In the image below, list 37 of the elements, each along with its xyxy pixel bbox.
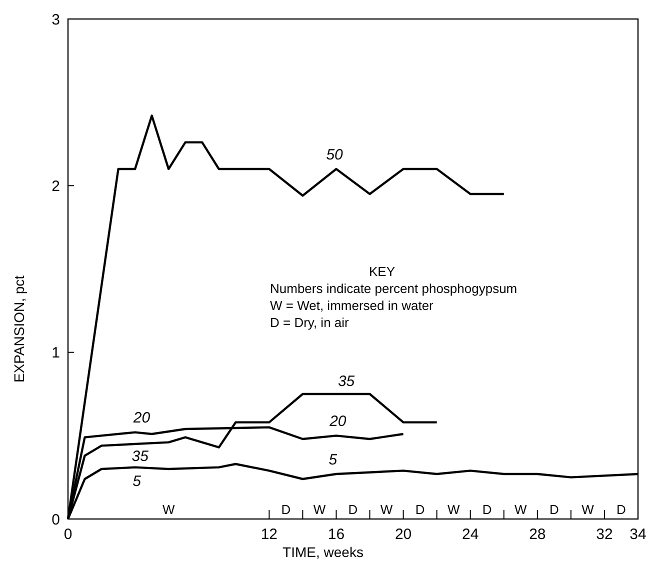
annotation: W (582, 502, 595, 517)
annotation: W (447, 502, 460, 517)
annotation: D (415, 502, 425, 517)
y-tick-label: 0 (52, 511, 60, 528)
text: 20 (330, 412, 346, 430)
annotation: W (313, 502, 326, 517)
series-label: 50 (326, 146, 344, 164)
y-axis-title: EXPANSION, pct (11, 275, 27, 383)
series-label: 35 (132, 448, 150, 465)
text: 35 (338, 372, 355, 390)
x-tick-label: 16 (328, 526, 345, 543)
y-tick-label: 1 (52, 344, 60, 362)
annotation: D = Dry, in air (270, 315, 350, 330)
annotation: KEY (368, 264, 396, 279)
annotation: D (348, 502, 358, 517)
x-axis-title: TIME, weeks (282, 544, 364, 560)
annotation: D (281, 502, 291, 517)
annotation: W (380, 502, 394, 517)
x-tick-label: 20 (394, 526, 412, 543)
annotation: W (514, 502, 528, 517)
text: 5 (328, 451, 338, 468)
series-label: 5 (132, 472, 142, 490)
annotation: D (482, 502, 492, 517)
x-tick-label: 24 (462, 526, 479, 543)
series-label: 20 (132, 410, 151, 427)
x-tick-label: 12 (260, 526, 278, 543)
annotation: D (549, 502, 559, 517)
x-tick-label: 32 (596, 526, 613, 543)
y-tick-label: 2 (52, 178, 60, 195)
y-tick-label: 3 (52, 11, 60, 28)
annotation: Numbers indicate percent phosphogypsum (270, 281, 518, 296)
annotation: D (616, 502, 626, 517)
annotation: W = Wet, immersed in water (270, 298, 434, 313)
x-tick-label: 28 (529, 526, 546, 543)
x-tick-label: 0 (64, 526, 72, 543)
x-tick-label: 34 (630, 526, 646, 543)
annotation: W (162, 502, 176, 517)
